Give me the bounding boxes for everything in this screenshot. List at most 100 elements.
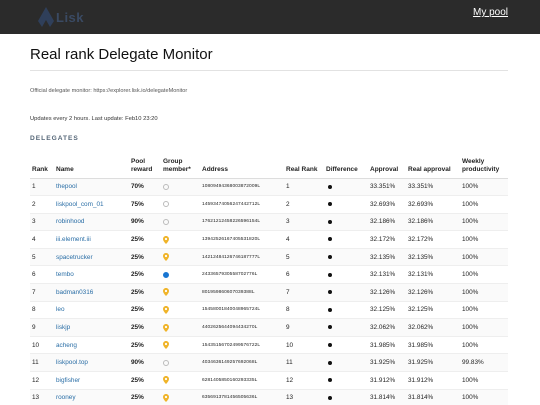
delegate-link[interactable]: bigfisher <box>56 376 81 384</box>
name-cell: rooney <box>54 388 129 405</box>
real-approval-cell: 32.125% <box>406 300 460 319</box>
real-rank-cell: 10 <box>284 335 324 354</box>
pool-reward-cell: 75% <box>129 195 161 214</box>
delegate-link[interactable]: iii.element.iii <box>56 236 91 244</box>
col-real-rank-header[interactable]: Real Rank <box>284 148 324 179</box>
real-rank-cell: 6 <box>284 265 324 284</box>
approval-cell: 33.351% <box>368 177 406 196</box>
approval-cell: 32.062% <box>368 318 406 337</box>
name-cell: thepool <box>54 177 129 196</box>
address-cell: 10809494368003872009L <box>200 177 284 196</box>
black-dot-icon <box>328 342 332 347</box>
col-name-header[interactable]: Name <box>54 148 129 179</box>
col-address-header[interactable]: Address <box>200 148 284 179</box>
delegate-link[interactable]: badman0316 <box>56 288 94 296</box>
delegate-link[interactable]: leo <box>56 306 65 314</box>
address-cell: 4034636149257692068L <box>200 353 284 372</box>
real-approval-cell: 32.062% <box>406 318 460 337</box>
col-rank-header[interactable]: Rank <box>30 148 54 179</box>
delegate-link[interactable]: liskpool.top <box>56 359 88 367</box>
real-rank-cell: 4 <box>284 230 324 249</box>
delegate-link[interactable]: rooney <box>56 394 76 402</box>
rank-cell: 1 <box>30 177 54 196</box>
weekly-productivity-cell: 100% <box>460 177 508 196</box>
delegate-link[interactable]: robinhood <box>56 218 85 226</box>
update-info-text: Updates every 2 hours. Last update: Feb1… <box>30 116 158 122</box>
rank-cell: 10 <box>30 335 54 354</box>
address-cell: 15458001840048965724L <box>200 300 284 319</box>
page-title: Real rank Delegate Monitor <box>30 46 213 63</box>
weekly-productivity-cell: 100% <box>460 371 508 390</box>
location-pin-icon <box>163 235 169 244</box>
real-approval-cell: 32.172% <box>406 230 460 249</box>
location-pin-icon <box>163 288 169 297</box>
address-cell: 801959860607039388L <box>200 283 284 302</box>
lisk-logo[interactable]: Lisk <box>36 6 84 28</box>
pool-reward-cell: 25% <box>129 265 161 284</box>
real-rank-cell: 8 <box>284 300 324 319</box>
location-pin-icon <box>163 253 169 262</box>
rank-cell: 7 <box>30 283 54 302</box>
location-pin-icon <box>163 341 169 350</box>
approval-cell: 31.925% <box>368 353 406 372</box>
col-approval-header[interactable]: Approval <box>368 148 406 179</box>
address-cell: 14593474056247442712L <box>200 195 284 214</box>
delegate-link[interactable]: tembo <box>56 271 74 279</box>
col-difference-header[interactable]: Difference <box>324 148 368 179</box>
pool-reward-cell: 90% <box>129 212 161 231</box>
black-dot-icon <box>328 360 332 365</box>
black-dot-icon <box>328 378 332 383</box>
difference-cell <box>324 212 368 231</box>
my-pool-link[interactable]: My pool <box>472 7 508 18</box>
weekly-productivity-cell: 100% <box>460 335 508 354</box>
col-weekly-productivity-header[interactable]: Weekly productivity <box>460 148 508 179</box>
empty-circle-icon <box>163 218 169 225</box>
section-label-delegates: DELEGATES <box>30 135 79 142</box>
pool-reward-cell: 25% <box>129 283 161 302</box>
table-row: 11 liskpool.top 90% 4034636149257692068L 11 3… <box>30 353 508 372</box>
pool-reward-cell: 25% <box>129 318 161 337</box>
group-member-cell <box>161 371 200 390</box>
black-dot-icon <box>328 202 332 207</box>
approval-cell: 32.172% <box>368 230 406 249</box>
real-approval-cell: 31.912% <box>406 371 460 390</box>
rank-cell: 4 <box>30 230 54 249</box>
real-approval-cell: 32.131% <box>406 265 460 284</box>
real-rank-cell: 2 <box>284 195 324 214</box>
approval-cell: 32.135% <box>368 247 406 266</box>
col-real-approval-header[interactable]: Real approval <box>406 148 460 179</box>
name-cell: bigfisher <box>54 371 129 390</box>
rank-cell: 8 <box>30 300 54 319</box>
delegate-link[interactable]: liskjp <box>56 324 71 332</box>
col-pool-reward-header[interactable]: Pool reward <box>129 148 161 179</box>
weekly-productivity-cell: 100% <box>460 212 508 231</box>
pool-reward-cell: 25% <box>129 388 161 405</box>
weekly-productivity-cell: 100% <box>460 283 508 302</box>
real-approval-cell: 32.135% <box>406 247 460 266</box>
delegate-link[interactable]: acheng <box>56 341 77 349</box>
black-dot-icon <box>328 184 332 189</box>
pool-reward-cell: 25% <box>129 300 161 319</box>
real-rank-cell: 5 <box>284 247 324 266</box>
name-cell: robinhood <box>54 212 129 231</box>
table-row: 4 iii.element.iii 25% 13942526167405531820L… <box>30 230 508 249</box>
delegate-link[interactable]: thepool <box>56 183 77 191</box>
difference-cell <box>324 247 368 266</box>
difference-cell <box>324 265 368 284</box>
real-rank-cell: 11 <box>284 353 324 372</box>
delegate-link[interactable]: spacetrucker <box>56 253 93 261</box>
approval-cell: 31.985% <box>368 335 406 354</box>
location-pin-icon <box>163 393 169 402</box>
col-group-member-header[interactable]: Group member* <box>161 148 200 179</box>
group-member-cell <box>161 300 200 319</box>
table-header-row: Rank Name Pool reward Group member* Addr… <box>30 148 508 179</box>
approval-cell: 32.126% <box>368 283 406 302</box>
table-row: 1 thepool 70% 10809494368003872009L 1 33.351%… <box>30 177 508 196</box>
official-monitor-text: Official delegate monitor: https://explo… <box>30 88 188 94</box>
name-cell: leo <box>54 300 129 319</box>
black-dot-icon <box>328 219 332 224</box>
group-member-cell <box>161 265 200 284</box>
delegate-link[interactable]: liskpool_com_01 <box>56 200 104 208</box>
pool-reward-cell: 70% <box>129 177 161 196</box>
approval-cell: 32.125% <box>368 300 406 319</box>
